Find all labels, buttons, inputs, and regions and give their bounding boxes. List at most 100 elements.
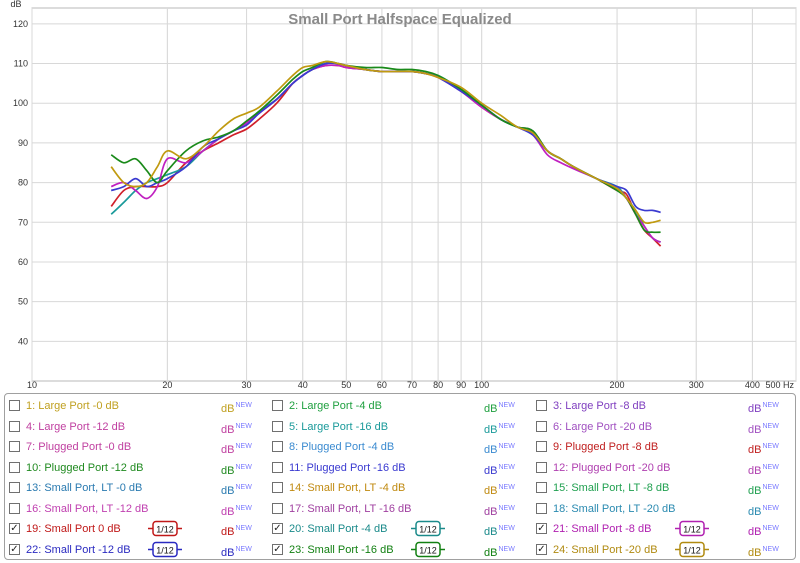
legend-item[interactable]: 15: Small Port, LT -8 dB dBNEW [536, 481, 794, 501]
measurement-label[interactable]: 7: Plugged Port -0 dB [26, 441, 132, 453]
measurement-checkbox[interactable] [9, 441, 20, 452]
db-offset-link[interactable]: dBNEW [221, 440, 252, 457]
legend-item[interactable]: 18: Small Port, LT -20 dB dBNEW [536, 502, 794, 522]
measurement-checkbox[interactable]: ✓ [536, 523, 547, 534]
db-offset-link[interactable]: dBNEW [484, 502, 515, 519]
db-offset-link[interactable]: dBNEW [748, 522, 779, 539]
measurement-checkbox[interactable]: ✓ [536, 543, 547, 555]
db-offset-link[interactable]: dBNEW [221, 543, 252, 560]
measurement-checkbox[interactable] [272, 461, 283, 473]
db-offset-link[interactable]: dBNEW [221, 502, 252, 519]
db-offset-link[interactable]: dBNEW [748, 543, 779, 560]
legend-item[interactable]: ✓ 21: Small Port -8 dB 1/12 dBNEW [536, 520, 794, 542]
measurement-label[interactable]: 4: Large Port -12 dB [26, 420, 126, 433]
measurement-checkbox[interactable]: ✓ [9, 523, 20, 534]
db-offset-link[interactable]: dBNEW [484, 440, 515, 457]
measurement-label[interactable]: 13: Small Port, LT -0 dB [26, 482, 143, 494]
measurement-checkbox[interactable] [536, 502, 547, 514]
db-offset-link[interactable]: dBNEW [484, 522, 515, 539]
legend-item[interactable]: 12: Plugged Port -20 dB dBNEW [536, 461, 794, 481]
legend-item[interactable]: 7: Plugged Port -0 dB dBNEW [9, 440, 267, 460]
legend-item[interactable]: 11: Plugged Port -16 dB dBNEW [272, 461, 530, 481]
measurement-checkbox[interactable] [272, 441, 283, 452]
measurement-checkbox[interactable] [536, 420, 547, 432]
measurement-checkbox[interactable] [272, 420, 283, 432]
legend-item[interactable]: 14: Small Port, LT -4 dB dBNEW [272, 481, 530, 501]
db-offset-link[interactable]: dBNEW [484, 461, 515, 478]
measurement-checkbox[interactable] [272, 502, 283, 514]
measurement-label[interactable]: 23: Small Port -16 dB [289, 543, 394, 556]
measurement-label[interactable]: 19: Small Port 0 dB [26, 523, 121, 535]
db-offset-link[interactable]: dBNEW [748, 399, 779, 416]
measurement-label[interactable]: 22: Small Port -12 dB [26, 543, 131, 556]
measurement-checkbox[interactable]: ✓ [9, 543, 20, 555]
db-offset-link[interactable]: dBNEW [221, 420, 252, 437]
measurement-label[interactable]: 5: Large Port -16 dB [289, 420, 389, 433]
smoothing-badge[interactable]: 1/12 [148, 541, 182, 558]
db-offset-link[interactable]: dBNEW [221, 399, 252, 416]
legend-item[interactable]: 6: Large Port -20 dB dBNEW [536, 420, 794, 440]
smoothing-badge[interactable]: 1/12 [675, 520, 709, 537]
legend-item[interactable]: 9: Plugged Port -8 dB dBNEW [536, 440, 794, 460]
db-offset-link[interactable]: dBNEW [221, 522, 252, 539]
measurement-checkbox[interactable]: ✓ [272, 523, 283, 534]
measurement-checkbox[interactable] [272, 482, 283, 493]
measurement-label[interactable]: 3: Large Port -8 dB [553, 400, 646, 412]
measurement-label[interactable]: 14: Small Port, LT -4 dB [289, 482, 406, 494]
measurement-label[interactable]: 12: Plugged Port -20 dB [553, 461, 671, 474]
measurement-checkbox[interactable] [272, 400, 283, 411]
legend-item[interactable]: ✓ 19: Small Port 0 dB 1/12 dBNEW [9, 520, 267, 542]
measurement-checkbox[interactable] [9, 482, 20, 493]
legend-item[interactable]: 1: Large Port -0 dB dBNEW [9, 399, 267, 419]
legend-item[interactable]: 3: Large Port -8 dB dBNEW [536, 399, 794, 419]
legend-item[interactable]: 16: Small Port, LT -12 dB dBNEW [9, 502, 267, 522]
measurement-checkbox[interactable] [536, 441, 547, 452]
legend-item[interactable]: 10: Plugged Port -12 dB dBNEW [9, 461, 267, 481]
db-offset-link[interactable]: dBNEW [748, 502, 779, 519]
measurement-label[interactable]: 10: Plugged Port -12 dB [26, 461, 144, 474]
measurement-checkbox[interactable] [536, 461, 547, 473]
measurement-checkbox[interactable] [536, 482, 547, 493]
legend-item[interactable]: ✓ 20: Small Port -4 dB 1/12 dBNEW [272, 520, 530, 542]
smoothing-badge[interactable]: 1/12 [675, 541, 709, 558]
measurement-label[interactable]: 18: Small Port, LT -20 dB [553, 502, 676, 515]
legend-item[interactable]: 2: Large Port -4 dB dBNEW [272, 399, 530, 419]
measurement-checkbox[interactable] [9, 502, 20, 514]
measurement-label[interactable]: 21: Small Port -8 dB [553, 523, 652, 535]
measurement-checkbox[interactable] [9, 461, 20, 473]
db-offset-link[interactable]: dBNEW [748, 420, 779, 437]
measurement-label[interactable]: 8: Plugged Port -4 dB [289, 441, 395, 453]
db-offset-link[interactable]: dBNEW [221, 481, 252, 498]
db-offset-link[interactable]: dBNEW [221, 461, 252, 478]
db-offset-link[interactable]: dBNEW [748, 461, 779, 478]
legend-item[interactable]: 17: Small Port, LT -16 dB dBNEW [272, 502, 530, 522]
db-offset-link[interactable]: dBNEW [484, 543, 515, 560]
measurement-checkbox[interactable] [9, 420, 20, 432]
measurement-label[interactable]: 2: Large Port -4 dB [289, 400, 382, 412]
measurement-label[interactable]: 9: Plugged Port -8 dB [553, 441, 659, 453]
db-offset-link[interactable]: dBNEW [484, 481, 515, 498]
db-offset-link[interactable]: dBNEW [748, 481, 779, 498]
db-offset-link[interactable]: dBNEW [484, 420, 515, 437]
measurement-label[interactable]: 1: Large Port -0 dB [26, 400, 119, 412]
measurement-label[interactable]: 6: Large Port -20 dB [553, 420, 653, 433]
smoothing-badge[interactable]: 1/12 [411, 520, 445, 537]
measurement-label[interactable]: 20: Small Port -4 dB [289, 523, 388, 535]
legend-item[interactable]: ✓ 22: Small Port -12 dB 1/12 dBNEW [9, 541, 267, 563]
legend-item[interactable]: 13: Small Port, LT -0 dB dBNEW [9, 481, 267, 501]
legend-item[interactable]: 4: Large Port -12 dB dBNEW [9, 420, 267, 440]
measurement-checkbox[interactable]: ✓ [272, 543, 283, 555]
measurement-label[interactable]: 24: Small Port -20 dB [553, 543, 658, 556]
legend-item[interactable]: 5: Large Port -16 dB dBNEW [272, 420, 530, 440]
legend-item[interactable]: 8: Plugged Port -4 dB dBNEW [272, 440, 530, 460]
measurement-label[interactable]: 17: Small Port, LT -16 dB [289, 502, 412, 515]
measurement-checkbox[interactable] [9, 400, 20, 411]
measurement-label[interactable]: 16: Small Port, LT -12 dB [26, 502, 149, 515]
measurement-label[interactable]: 11: Plugged Port -16 dB [289, 461, 406, 474]
smoothing-badge[interactable]: 1/12 [148, 520, 182, 537]
measurement-label[interactable]: 15: Small Port, LT -8 dB [553, 482, 670, 494]
measurement-checkbox[interactable] [536, 400, 547, 411]
db-offset-link[interactable]: dBNEW [484, 399, 515, 416]
legend-item[interactable]: ✓ 24: Small Port -20 dB 1/12 dBNEW [536, 541, 794, 563]
db-offset-link[interactable]: dBNEW [748, 440, 779, 457]
